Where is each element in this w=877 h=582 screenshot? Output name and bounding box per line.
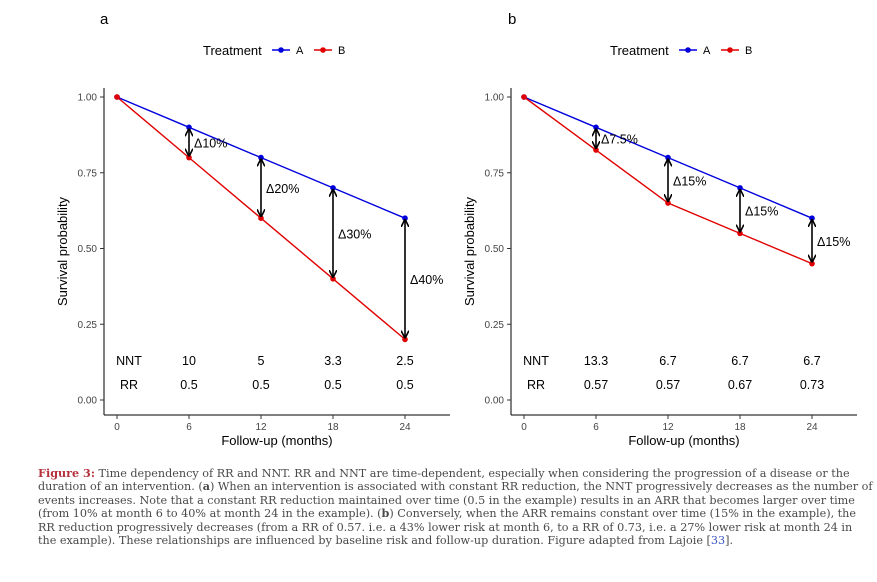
table-row-label: NNT bbox=[116, 354, 142, 368]
caption-text-3: ) Conversely, when the ARR remains const… bbox=[38, 507, 857, 548]
x-tick-label: 6 bbox=[186, 422, 192, 433]
legend-entry-label: B bbox=[338, 45, 345, 57]
caption-text-4: ]. bbox=[725, 534, 734, 548]
data-point-B bbox=[521, 94, 527, 100]
y-tick-label: 0.25 bbox=[485, 320, 505, 331]
difference-label: Δ10% bbox=[194, 136, 227, 150]
x-axis-title: Follow-up (months) bbox=[221, 433, 332, 448]
table-cell: 6.7 bbox=[731, 354, 748, 368]
data-point-A bbox=[258, 154, 264, 161]
data-point-A bbox=[186, 124, 192, 131]
table-cell: 5 bbox=[258, 354, 265, 368]
y-tick-label: 0.50 bbox=[485, 244, 505, 255]
x-tick-label: 24 bbox=[399, 422, 411, 433]
table-cell: 0.67 bbox=[728, 378, 752, 392]
x-tick-label: 12 bbox=[662, 422, 674, 433]
y-tick-label: 1.00 bbox=[485, 93, 505, 104]
difference-label: Δ15% bbox=[817, 235, 850, 249]
table-cell: 0.73 bbox=[800, 378, 824, 392]
data-point-A bbox=[402, 215, 408, 221]
y-tick-label: 0.25 bbox=[78, 320, 98, 331]
table-cell: 0.5 bbox=[180, 378, 197, 392]
data-point-B bbox=[593, 147, 599, 153]
data-point-A bbox=[593, 124, 599, 131]
caption-bold-a: a bbox=[202, 479, 210, 494]
table-cell: 6.7 bbox=[803, 354, 820, 368]
caption-text-1: Time dependency of RR and NNT. RR and NN… bbox=[38, 467, 850, 494]
legend-key-point bbox=[320, 47, 326, 53]
data-point-A bbox=[809, 215, 815, 221]
table-cell: 0.57 bbox=[584, 378, 608, 392]
x-tick-label: 0 bbox=[521, 422, 527, 433]
data-point-B bbox=[809, 260, 815, 267]
table-cell: 0.5 bbox=[252, 378, 269, 392]
caption-text-2: ) When an intervention is associated wit… bbox=[38, 480, 873, 521]
x-tick-label: 18 bbox=[327, 422, 339, 433]
data-point-B bbox=[114, 94, 120, 100]
table-row-label: RR bbox=[120, 378, 138, 392]
y-tick-label: 0.50 bbox=[78, 244, 98, 255]
table-cell: 6.7 bbox=[659, 354, 676, 368]
legend-key-point bbox=[685, 47, 691, 53]
legend-key-point bbox=[727, 47, 733, 53]
y-tick-label: 0.00 bbox=[78, 396, 98, 407]
legend-title: Treatment bbox=[203, 43, 262, 58]
y-axis-title: Survival probability bbox=[55, 196, 70, 306]
caption-bold-b: b bbox=[381, 506, 390, 521]
difference-label: Δ15% bbox=[745, 205, 778, 219]
panel-label: a bbox=[100, 11, 109, 28]
table-cell: 0.5 bbox=[396, 378, 413, 392]
table-cell: 0.5 bbox=[324, 378, 341, 392]
y-tick-label: 1.00 bbox=[78, 93, 98, 104]
table-cell: 10 bbox=[182, 354, 196, 368]
difference-label: Δ20% bbox=[266, 182, 299, 196]
data-point-A bbox=[665, 154, 671, 161]
data-point-B bbox=[665, 200, 671, 206]
data-point-A bbox=[737, 185, 743, 191]
x-axis-title: Follow-up (months) bbox=[628, 433, 739, 448]
panel-a: a Treatment A B 0.00 0.25 0.50 0.75 1.00 0 6 12 18 24… bbox=[55, 11, 450, 448]
y-tick-label: 0.75 bbox=[485, 168, 505, 179]
table-cell: 13.3 bbox=[584, 354, 608, 368]
data-point-B bbox=[186, 154, 192, 161]
x-tick-label: 12 bbox=[255, 422, 267, 433]
data-point-B bbox=[330, 276, 336, 282]
y-tick-label: 0.75 bbox=[78, 168, 98, 179]
data-point-A bbox=[330, 185, 336, 191]
legend: Treatment A B bbox=[610, 43, 752, 58]
figure-caption: Figure 3: Time dependency of RR and NNT.… bbox=[38, 466, 874, 548]
table-row-label: NNT bbox=[523, 354, 549, 368]
legend-title: Treatment bbox=[610, 43, 669, 58]
data-point-B bbox=[737, 230, 743, 237]
panel-label: b bbox=[508, 11, 516, 28]
x-tick-label: 24 bbox=[806, 422, 818, 433]
data-point-B bbox=[258, 215, 264, 221]
panel-b: b Treatment A B 0.00 0.25 0.50 0.75 1.00 0 6 12 18 24… bbox=[462, 11, 857, 448]
x-tick-label: 18 bbox=[734, 422, 746, 433]
difference-label: Δ40% bbox=[410, 273, 443, 287]
legend-entry-label: A bbox=[703, 45, 711, 57]
y-axis-title: Survival probability bbox=[462, 196, 477, 306]
table-cell: 2.5 bbox=[396, 354, 413, 368]
legend-entry-label: A bbox=[296, 45, 304, 57]
legend: Treatment A B bbox=[203, 43, 345, 58]
caption-label: Figure 3: bbox=[38, 466, 95, 480]
x-tick-label: 0 bbox=[114, 422, 120, 433]
legend-key-point bbox=[278, 47, 284, 53]
x-tick-label: 6 bbox=[593, 422, 599, 433]
y-tick-label: 0.00 bbox=[485, 396, 505, 407]
table-cell: 3.3 bbox=[324, 354, 341, 368]
table-cell: 0.57 bbox=[656, 378, 680, 392]
difference-label: Δ30% bbox=[338, 227, 371, 241]
difference-label: Δ7.5% bbox=[601, 133, 638, 147]
legend-entry-label: B bbox=[745, 45, 752, 57]
difference-label: Δ15% bbox=[673, 174, 706, 188]
table-row-label: RR bbox=[527, 378, 545, 392]
data-point-B bbox=[402, 336, 408, 343]
caption-reference-link[interactable]: 33 bbox=[710, 534, 726, 548]
